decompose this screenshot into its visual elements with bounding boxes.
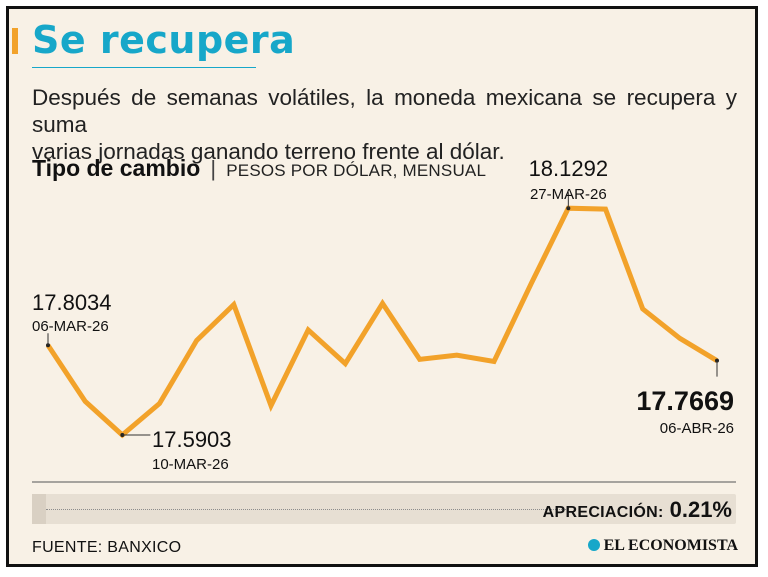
chart-unit-label: PESOS POR DÓLAR, MENSUAL (226, 161, 487, 180)
subtitle-line-1: Después de semanas volátiles, la moneda … (32, 85, 737, 137)
annotation-date-high: 27-MAR-26 (530, 186, 607, 203)
annotation-date-low: 10-MAR-26 (152, 456, 229, 473)
brand-logo: EL ECONOMISTA (587, 537, 738, 555)
appreciation-value: 0.21% (669, 497, 732, 522)
page-title: Se recupera (32, 18, 296, 62)
summary-box: APRECIACIÓN: 0.21% (32, 494, 736, 524)
chart-heading-separator: | (210, 156, 217, 181)
subtitle: Después de semanas volátiles, la moneda … (32, 84, 737, 165)
brand-icon (587, 539, 600, 551)
annotation-labels: 17.8034 06-MAR-26 17.5903 10-MAR-26 18.1292 2… (32, 156, 734, 473)
annotation-date-start: 06-MAR-26 (32, 318, 109, 335)
annotation-value-end: 17.7669 (636, 386, 734, 416)
annotation-value-low: 17.5903 (152, 427, 232, 452)
appreciation-label: APRECIACIÓN: (542, 504, 664, 521)
chart-heading: Tipo de cambio | PESOS POR DÓLAR, MENSUA… (32, 155, 486, 182)
chart-title: Tipo de cambio (32, 155, 201, 181)
title-accent-bar (12, 28, 18, 54)
brand-name: EL ECONOMISTA (603, 537, 738, 554)
annotation-date-end: 06-ABR-26 (660, 420, 734, 437)
annotation-value-start: 17.8034 (32, 290, 112, 315)
subtitle-line-2: varias jornadas ganando terreno frente a… (32, 139, 505, 164)
source-note: FUENTE: BANXICO (32, 539, 182, 556)
summary-box-tab (32, 494, 46, 524)
summary-box-rule (46, 509, 566, 510)
appreciation-summary: APRECIACIÓN: 0.21% (543, 497, 732, 523)
title-underline (32, 67, 256, 68)
series-line (45, 205, 719, 439)
annotation-value-high: 18.1292 (529, 156, 609, 181)
